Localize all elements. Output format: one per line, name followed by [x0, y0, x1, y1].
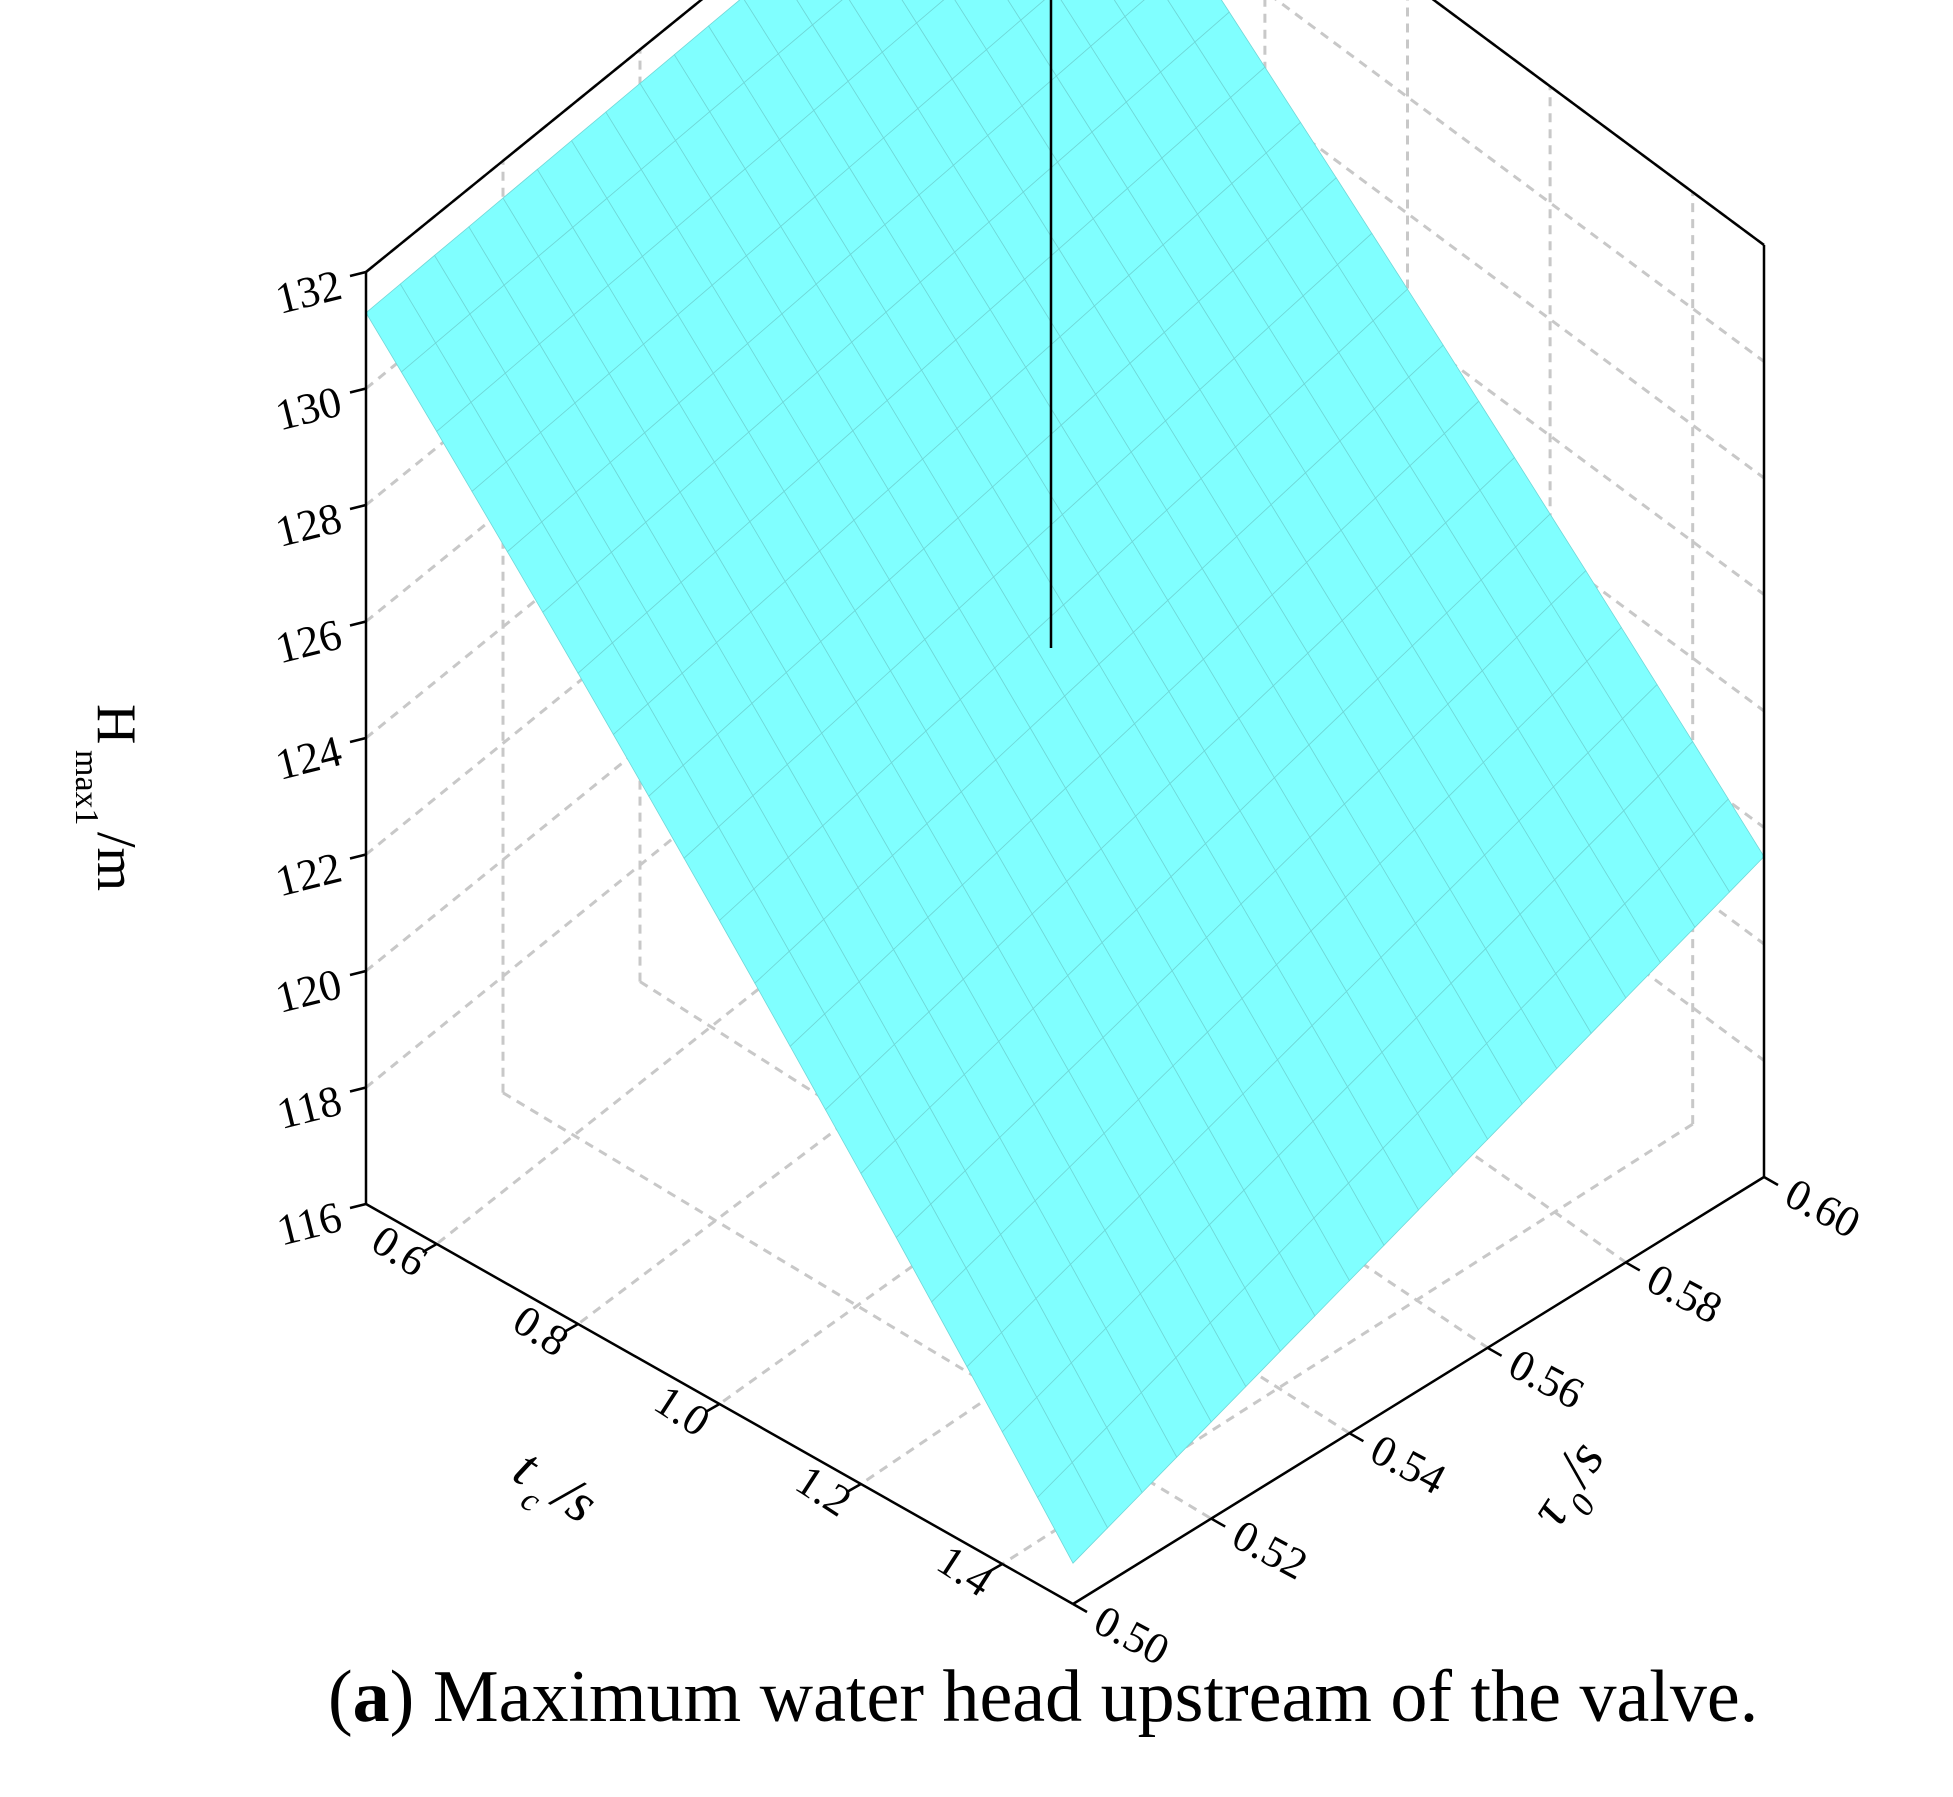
grid-line-back-z-3	[365, 297, 1052, 856]
tc-axis-label-unit: /s	[541, 1461, 609, 1535]
tc-tick-label-4: 1.4	[929, 1535, 1002, 1606]
tau-tick-label-5: 0.60	[1777, 1169, 1868, 1248]
z-tick-mark-4	[349, 736, 367, 744]
z-tick-label-0: 116	[272, 1192, 346, 1255]
z-tick-label-4: 124	[271, 726, 347, 790]
z-tick-label-2: 120	[271, 959, 347, 1023]
grid-line-back-z-4	[365, 180, 1052, 740]
z-tick-mark-3	[349, 853, 367, 860]
z-tick-label-5: 126	[271, 610, 347, 674]
tc-tick-mark-3	[846, 1482, 862, 1494]
tc-tick-label-2: 1.0	[646, 1375, 719, 1446]
tc-tick-label-3: 1.2	[787, 1455, 860, 1526]
tau-tick-label-1: 0.52	[1225, 1510, 1316, 1589]
z-axis-label-sub: max1	[68, 750, 105, 826]
tc-tick-mark-0	[422, 1242, 438, 1254]
grid-line-back-z-1	[365, 530, 1052, 1089]
frame-back-top	[365, 0, 704, 273]
z-tick-mark-7	[349, 387, 367, 394]
caption-text: Maximum water head upstream of the valve…	[432, 1656, 1759, 1738]
z-tick-label-3: 122	[271, 843, 347, 907]
tau-tick-mark-3	[1486, 1346, 1503, 1357]
axes-frame	[364, 0, 1766, 1606]
z-tick-mark-2	[349, 969, 367, 977]
grid-line-floor-tc-4	[1001, 1122, 1694, 1566]
tau-tick-label-4: 0.58	[1639, 1254, 1730, 1333]
tc-axis-label: t c /s	[503, 1437, 609, 1535]
figure-caption: (a) Maximum water head upstream of the v…	[328, 1656, 1759, 1738]
z-tick-label-6: 128	[271, 493, 347, 557]
tau-tick-mark-5	[1763, 1175, 1779, 1187]
grid-line-back-z-5	[365, 64, 1052, 623]
tc-tick-mark-2	[704, 1402, 721, 1414]
tc-tick-label-1: 0.8	[505, 1295, 578, 1366]
caption-tag: a	[352, 1656, 390, 1738]
tau-axis-label-unit: /s	[1543, 1430, 1617, 1498]
surface-mesh	[365, 0, 1765, 1564]
surface-cell	[1113, 0, 1145, 18]
tau-tick-mark-4	[1625, 1261, 1641, 1272]
z-tick-mark-0	[349, 1202, 367, 1210]
grid-line-floor-tc-3	[860, 1017, 1551, 1486]
z-axis-label-main: H	[85, 704, 147, 744]
z-axis-label: H max1 /m	[68, 704, 147, 891]
tc-tick-mark-1	[563, 1322, 579, 1334]
tau-tick-label-3: 0.56	[1501, 1339, 1592, 1418]
z-tick-mark-5	[349, 620, 367, 627]
z-tick-mark-8	[349, 270, 367, 278]
z-tick-label-1: 118	[272, 1076, 346, 1139]
frame-tau-axis	[1072, 1175, 1765, 1606]
tau-tick-mark-2	[1348, 1432, 1365, 1443]
z-axis-label-unit: /m	[85, 832, 147, 891]
frame-side-top	[1431, 0, 1765, 247]
tau-tick-mark-1	[1210, 1517, 1226, 1528]
grid-line-side-z-7	[1274, 0, 1765, 363]
tau-tick-label-2: 0.54	[1363, 1425, 1454, 1504]
z-tick-mark-6	[349, 503, 367, 511]
tc-tick-mark-4	[987, 1562, 1003, 1574]
z-tick-label-7: 130	[271, 377, 347, 441]
grid-line-back-z-2	[365, 413, 1052, 973]
tau-axis-label: τ 0 /s	[1517, 1430, 1617, 1537]
tau-tick-mark-0	[1072, 1602, 1088, 1614]
surface-cell	[1037, 1461, 1108, 1564]
z-tick-label-8: 132	[271, 260, 347, 324]
z-tick-mark-1	[349, 1086, 367, 1093]
tc-tick-label-0: 0.6	[363, 1215, 436, 1286]
